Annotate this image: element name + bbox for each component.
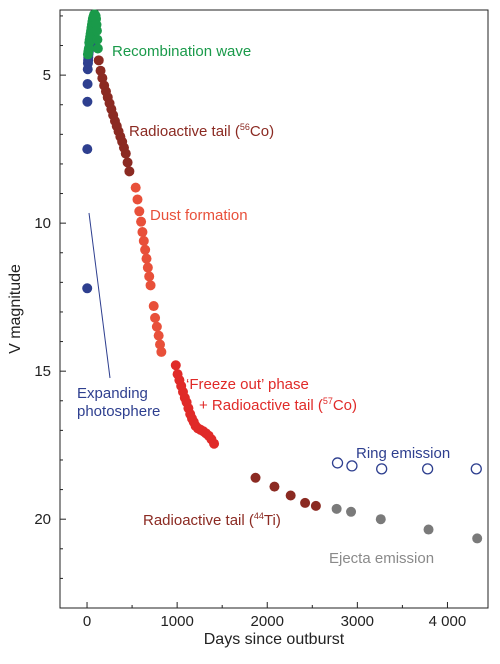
radioactive-56co-point <box>124 166 135 177</box>
dust-formation-point <box>142 262 153 273</box>
radioactive-56co-label-prefix: Radioactive tail ( <box>129 123 240 140</box>
x-axis-title: Days since outburst <box>204 631 345 648</box>
radioactive-44ti-label-element: Ti) <box>264 512 281 529</box>
radioactive-56co-label: Radioactive tail (56Co) <box>129 122 274 140</box>
dust-formation-point <box>155 339 166 350</box>
dust-formation-point <box>140 244 151 255</box>
dust-formation-point <box>151 321 162 332</box>
radioactive-44ti-label: Radioactive tail (44Ti) <box>143 511 281 529</box>
ring-emission-point <box>470 463 482 475</box>
axis-ticks <box>60 15 448 608</box>
expanding-photosphere-point <box>82 144 93 155</box>
ejecta-emission-point <box>423 524 434 535</box>
dust-formation-point <box>136 216 147 227</box>
dust-formation-point <box>132 194 143 205</box>
x-tick-label: 2000 <box>251 613 284 630</box>
ejecta-emission-point <box>331 503 342 514</box>
dust-formation-point <box>141 253 152 264</box>
expanding-photosphere-point <box>82 283 93 294</box>
radioactive-44ti-label-prefix: Radioactive tail ( <box>143 512 254 529</box>
y-tick-label: 15 <box>34 363 51 380</box>
freeze-out-57co-point <box>209 438 220 449</box>
axis-tick-labels: 0 1000 2000 3000 4 000 5 10 15 20 <box>34 67 466 630</box>
x-tick-label: 0 <box>83 613 91 630</box>
x-tick-label: 4 000 <box>429 613 467 630</box>
data-points <box>82 9 483 544</box>
y-axis-title: V magnitude <box>7 264 24 354</box>
dust-formation-point <box>156 346 167 357</box>
expanding-photosphere-point <box>82 96 93 107</box>
ring-emission-point <box>421 463 434 475</box>
plot-frame <box>59 9 489 609</box>
dust-formation-point <box>145 280 156 291</box>
dust-formation-point <box>134 206 145 217</box>
ring-emission-point <box>376 463 388 475</box>
expanding-label-line2: photosphere <box>77 403 160 420</box>
recombination-wave-point <box>92 34 103 45</box>
freeze-out-label-mass: 57 <box>323 396 333 406</box>
freeze-out-label-element: Co) <box>333 397 357 414</box>
radioactive-44ti-label-mass: 44 <box>254 511 264 521</box>
radioactive-56co-label-element: Co) <box>250 123 274 140</box>
ring-emission-point <box>331 457 344 469</box>
x-tick-label: 1000 <box>160 613 193 630</box>
y-tick-label: 5 <box>43 67 51 84</box>
recombination-wave-point <box>91 25 102 36</box>
dust-formation-label: Dust formation <box>150 207 248 224</box>
freeze-out-label-line2: + Radioactive tail (57Co) <box>199 396 357 414</box>
ejecta-emission-point <box>375 514 386 525</box>
radioactive-56co-point <box>120 148 131 159</box>
ring-emission-label: Ring emission <box>356 445 450 462</box>
radioactive-44ti-point <box>250 472 261 483</box>
recombination-wave-label: Recombination wave <box>112 43 251 60</box>
dust-formation-point <box>137 227 148 238</box>
freeze-out-57co-point <box>170 360 181 371</box>
ejecta-emission-point <box>472 533 483 544</box>
dust-formation-point <box>138 235 149 246</box>
dust-formation-point <box>148 301 159 312</box>
radioactive-44ti-point <box>285 490 296 501</box>
radioactive-44ti-point <box>300 497 311 508</box>
dust-formation-point <box>130 182 141 193</box>
dust-formation-point <box>150 312 161 323</box>
y-tick-label: 10 <box>34 215 51 232</box>
ejecta-emission-label: Ejecta emission <box>329 550 434 567</box>
recombination-wave-point <box>92 43 103 54</box>
ejecta-emission-point <box>346 506 357 517</box>
expanding-photosphere-pointer <box>88 212 111 379</box>
radioactive-44ti-point <box>269 481 280 492</box>
ring-emission-point <box>346 460 358 472</box>
freeze-out-label-prefix: + Radioactive tail ( <box>199 397 323 414</box>
y-tick-label: 20 <box>34 511 51 528</box>
radioactive-56co-label-mass: 56 <box>240 122 250 132</box>
radioactive-56co-point <box>122 157 133 168</box>
expanding-photosphere-point <box>82 79 93 90</box>
dust-formation-point <box>144 271 155 282</box>
radioactive-44ti-point <box>310 500 321 511</box>
freeze-out-label-line1: ‘Freeze out’ phase <box>186 376 309 393</box>
expanding-label-line1: Expanding <box>77 385 148 402</box>
x-tick-label: 3000 <box>341 613 374 630</box>
dust-formation-point <box>153 330 164 341</box>
radioactive-56co-point <box>93 55 104 66</box>
